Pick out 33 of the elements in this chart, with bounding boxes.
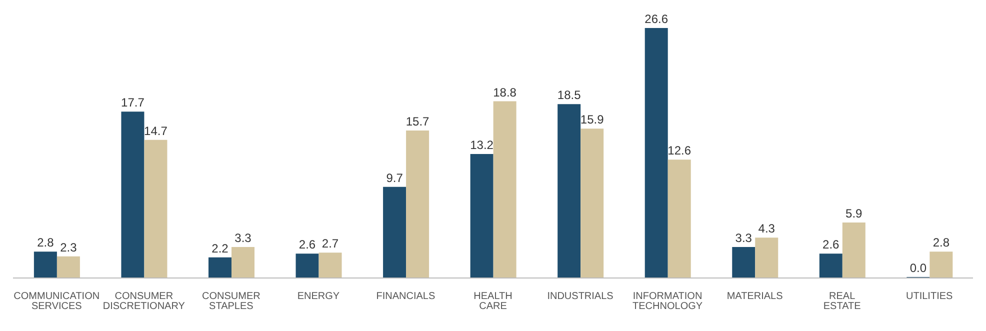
x-tick-label: ENERGY [297,291,340,302]
data-label: 13.2 [470,138,494,152]
data-label: 2.2 [212,241,229,256]
data-label: 2.3 [60,240,78,254]
x-tick-label: FINANCIALS [376,291,436,302]
data-label: 3.3 [735,230,752,245]
data-label: 26.6 [644,12,668,26]
x-tick-label: CONSUMER DISCRETIONARY [102,291,186,312]
x-tick-label: HEALTH CARE [474,291,512,312]
x-tick-label: COMMUNICATION SERVICES [14,291,100,312]
data-label: 3.3 [234,230,252,245]
data-label: 2.6 [822,238,840,252]
x-tick-label: CONSUMER STAPLES [202,291,260,312]
data-label: 2.8 [932,236,950,250]
data-label: 5.9 [846,206,863,221]
data-label: 18.8 [493,85,517,100]
x-tick-label: UTILITIES [906,291,954,302]
x-tick-label: INDUSTRIALS [547,291,614,302]
data-label: 17.7 [121,96,145,110]
data-label: 15.9 [580,112,604,127]
data-label: 0.0 [910,261,927,275]
data-label: 9.7 [386,170,404,185]
data-label: 2.6 [298,238,316,252]
data-label: 2.8 [37,236,54,250]
data-label: 15.7 [406,114,430,128]
data-label: 12.6 [668,144,692,158]
data-label: 18.5 [557,88,582,102]
x-tick-label: REAL ESTATE [823,291,862,312]
data-label: 14.7 [144,124,168,138]
data-label: 4.3 [758,222,776,236]
x-tick-label: INFORMATION TECHNOLOGY [632,291,703,312]
data-label: 2.7 [322,236,339,251]
x-tick-label: MATERIALS [726,291,784,302]
